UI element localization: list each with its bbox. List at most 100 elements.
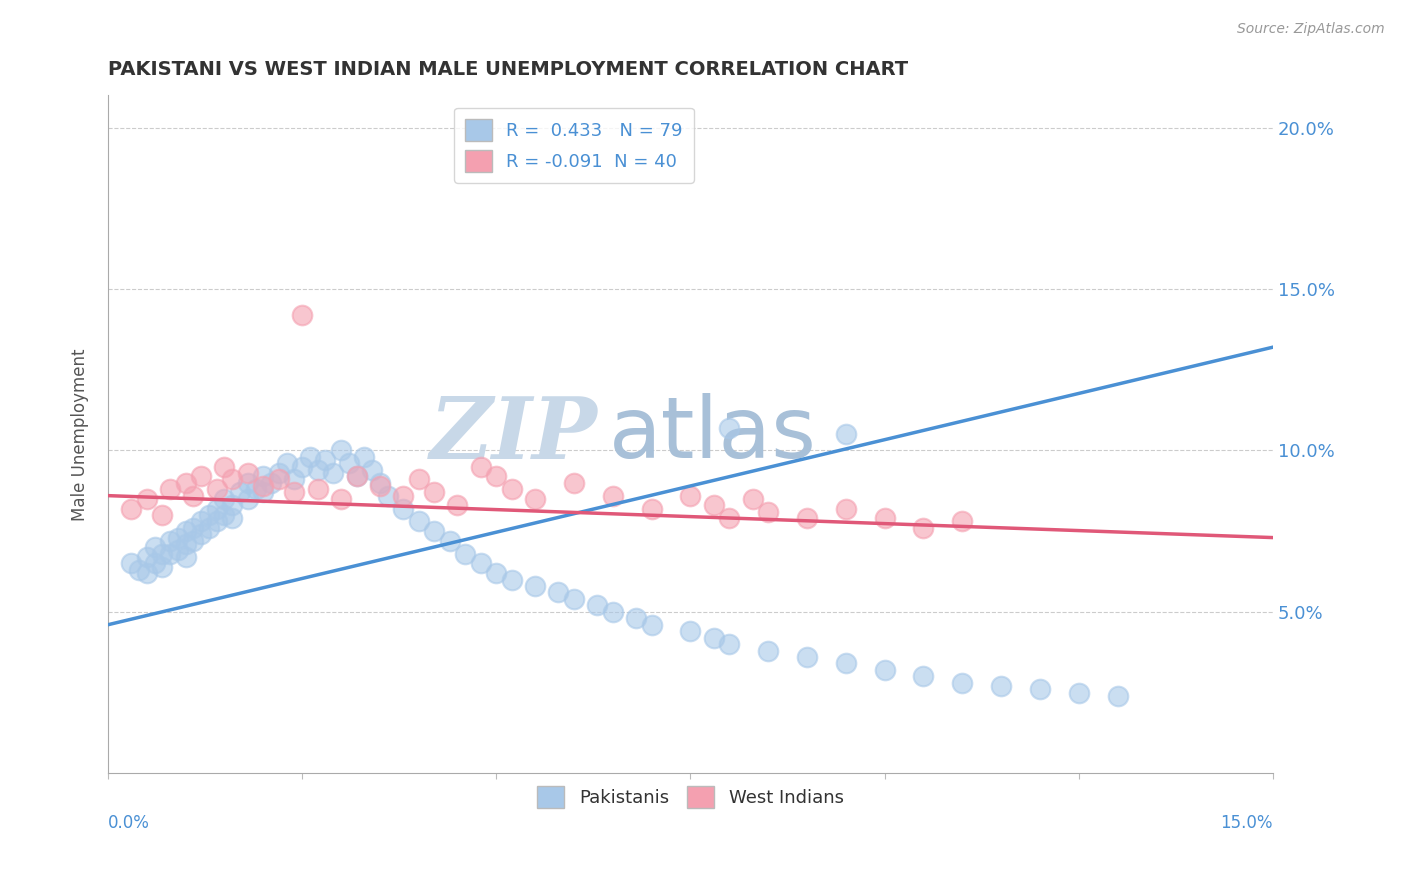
Point <box>741 491 763 506</box>
Point <box>221 498 243 512</box>
Point <box>703 631 725 645</box>
Point <box>159 533 181 548</box>
Point <box>174 524 197 538</box>
Point <box>408 473 430 487</box>
Point <box>198 508 221 522</box>
Point <box>205 482 228 496</box>
Point <box>990 679 1012 693</box>
Point <box>135 549 157 564</box>
Point <box>640 617 662 632</box>
Point <box>501 573 523 587</box>
Point <box>307 463 329 477</box>
Point <box>835 427 858 442</box>
Point <box>718 637 741 651</box>
Point <box>260 475 283 490</box>
Point <box>1067 685 1090 699</box>
Point <box>602 489 624 503</box>
Point <box>361 463 384 477</box>
Point <box>252 485 274 500</box>
Point <box>167 543 190 558</box>
Point <box>446 498 468 512</box>
Point <box>252 479 274 493</box>
Text: atlas: atlas <box>609 392 817 475</box>
Text: PAKISTANI VS WEST INDIAN MALE UNEMPLOYMENT CORRELATION CHART: PAKISTANI VS WEST INDIAN MALE UNEMPLOYME… <box>108 60 908 78</box>
Point <box>368 479 391 493</box>
Point <box>679 489 702 503</box>
Point <box>524 579 547 593</box>
Text: 15.0%: 15.0% <box>1220 814 1272 832</box>
Point <box>756 505 779 519</box>
Point <box>368 475 391 490</box>
Point <box>221 511 243 525</box>
Point <box>245 482 267 496</box>
Point <box>547 585 569 599</box>
Point <box>796 650 818 665</box>
Point <box>950 675 973 690</box>
Point <box>950 515 973 529</box>
Point <box>602 605 624 619</box>
Point <box>135 566 157 580</box>
Text: Source: ZipAtlas.com: Source: ZipAtlas.com <box>1237 22 1385 37</box>
Point <box>718 421 741 435</box>
Point <box>221 473 243 487</box>
Point <box>322 466 344 480</box>
Point <box>835 657 858 671</box>
Point <box>236 475 259 490</box>
Point <box>190 469 212 483</box>
Point <box>159 547 181 561</box>
Point <box>183 533 205 548</box>
Point <box>470 557 492 571</box>
Point <box>198 521 221 535</box>
Point <box>190 527 212 541</box>
Point <box>229 485 252 500</box>
Point <box>873 511 896 525</box>
Point <box>624 611 647 625</box>
Point <box>174 537 197 551</box>
Y-axis label: Male Unemployment: Male Unemployment <box>72 348 89 521</box>
Point <box>214 491 236 506</box>
Point <box>377 489 399 503</box>
Point <box>236 466 259 480</box>
Point <box>337 456 360 470</box>
Point <box>392 489 415 503</box>
Legend: Pakistanis, West Indians: Pakistanis, West Indians <box>530 779 851 815</box>
Point <box>679 624 702 639</box>
Point <box>314 453 336 467</box>
Text: 0.0%: 0.0% <box>108 814 150 832</box>
Point <box>214 508 236 522</box>
Point <box>392 501 415 516</box>
Point <box>408 515 430 529</box>
Point <box>150 547 173 561</box>
Point <box>423 524 446 538</box>
Point <box>298 450 321 464</box>
Point <box>501 482 523 496</box>
Point <box>485 566 508 580</box>
Point <box>135 491 157 506</box>
Point <box>346 469 368 483</box>
Point <box>439 533 461 548</box>
Point <box>1107 689 1129 703</box>
Text: ZIP: ZIP <box>429 392 598 476</box>
Point <box>640 501 662 516</box>
Point <box>291 308 314 322</box>
Point <box>485 469 508 483</box>
Point <box>143 541 166 555</box>
Point <box>346 469 368 483</box>
Point <box>236 491 259 506</box>
Point <box>183 489 205 503</box>
Point <box>562 475 585 490</box>
Point <box>912 669 935 683</box>
Point <box>143 557 166 571</box>
Point <box>214 459 236 474</box>
Point <box>174 549 197 564</box>
Point <box>835 501 858 516</box>
Point <box>283 473 305 487</box>
Point <box>205 501 228 516</box>
Point <box>718 511 741 525</box>
Point <box>912 521 935 535</box>
Point <box>353 450 375 464</box>
Point <box>423 485 446 500</box>
Point <box>128 563 150 577</box>
Point <box>150 508 173 522</box>
Point <box>283 485 305 500</box>
